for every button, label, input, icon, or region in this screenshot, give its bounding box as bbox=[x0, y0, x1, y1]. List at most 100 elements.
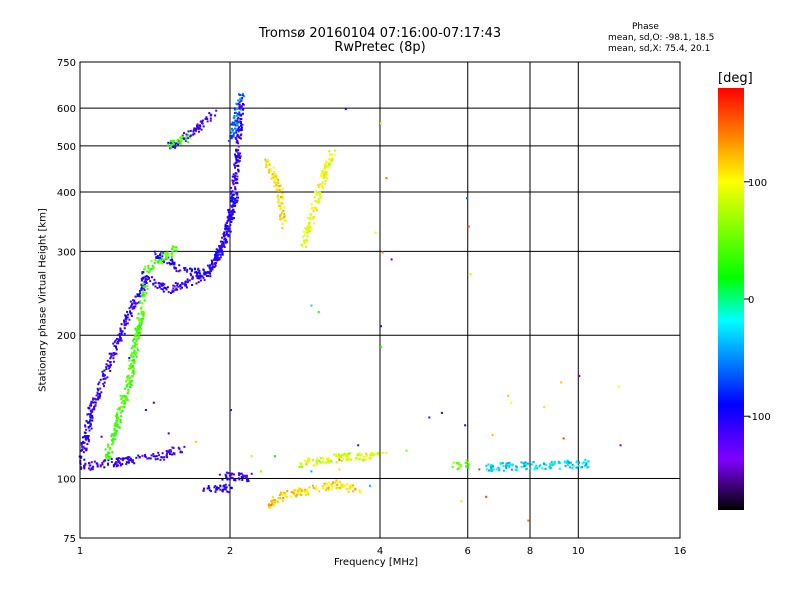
echo-point bbox=[371, 454, 374, 457]
echo-point bbox=[121, 410, 124, 412]
echo-point bbox=[206, 264, 209, 267]
echo-point bbox=[232, 183, 235, 186]
echo-point bbox=[314, 485, 317, 488]
echo-point bbox=[109, 357, 112, 360]
echo-point bbox=[96, 391, 99, 394]
echo-point bbox=[185, 286, 188, 289]
echo-point bbox=[112, 465, 115, 468]
echo-point bbox=[266, 160, 269, 163]
scatter-point bbox=[250, 455, 253, 458]
echo-point bbox=[272, 170, 275, 173]
echo-point bbox=[109, 365, 111, 368]
echo-point bbox=[354, 488, 357, 491]
echo-point bbox=[222, 243, 225, 246]
echo-point bbox=[232, 123, 235, 126]
echo-point bbox=[132, 361, 135, 364]
echo-point bbox=[238, 154, 241, 157]
echo-point bbox=[241, 97, 244, 100]
echo-point bbox=[234, 186, 237, 189]
echo-point bbox=[171, 453, 174, 456]
echo-point bbox=[199, 125, 202, 128]
echo-point bbox=[336, 483, 339, 486]
echo-point bbox=[282, 209, 285, 212]
echo-point bbox=[369, 457, 372, 460]
echo-point bbox=[313, 464, 316, 467]
echo-point bbox=[226, 225, 229, 227]
echo-point bbox=[318, 459, 321, 462]
echo-point bbox=[146, 288, 149, 290]
echo-point bbox=[274, 178, 277, 181]
echo-point bbox=[172, 143, 175, 145]
axis-ticks: 1 2 4 6 8 10 16 75 100 200 300 400 500 600 750 bbox=[57, 58, 686, 557]
echo-point bbox=[457, 467, 460, 470]
echo-point bbox=[103, 374, 106, 377]
echo-point bbox=[530, 463, 533, 466]
echo-point bbox=[88, 462, 90, 464]
echo-point bbox=[323, 163, 326, 166]
echo-point bbox=[113, 353, 116, 356]
echo-point bbox=[120, 401, 123, 404]
echo-point bbox=[321, 182, 324, 185]
scatter-point bbox=[478, 468, 481, 471]
echo-point bbox=[127, 458, 130, 461]
echo-point bbox=[229, 135, 232, 138]
echo-point bbox=[179, 450, 182, 453]
echo-point bbox=[234, 137, 237, 140]
echo-point bbox=[557, 462, 560, 465]
echo-point bbox=[174, 266, 177, 269]
echo-point bbox=[304, 493, 307, 496]
echo-point bbox=[152, 453, 155, 455]
echo-point bbox=[230, 476, 233, 479]
echo-point bbox=[548, 466, 551, 469]
echo-point bbox=[231, 472, 234, 475]
echo-point bbox=[300, 491, 302, 493]
echo-point bbox=[171, 258, 173, 261]
echo-point bbox=[115, 352, 118, 355]
scatter-point bbox=[344, 108, 347, 111]
echo-point bbox=[223, 232, 226, 235]
echo-point bbox=[123, 319, 125, 322]
echo-point bbox=[241, 479, 244, 481]
echo-point bbox=[231, 175, 234, 178]
echo-point bbox=[281, 188, 284, 191]
echo-point bbox=[327, 486, 330, 489]
echo-point bbox=[189, 129, 192, 132]
echo-point bbox=[281, 226, 284, 229]
echo-point bbox=[506, 462, 509, 465]
echo-point bbox=[568, 462, 571, 465]
y-tick-label: 300 bbox=[57, 247, 76, 258]
echo-point bbox=[166, 257, 169, 260]
echo-point bbox=[330, 488, 333, 491]
echo-point bbox=[114, 423, 117, 426]
echo-point bbox=[282, 216, 285, 219]
echo-point bbox=[304, 238, 307, 241]
echo-point bbox=[229, 218, 232, 221]
echo-point bbox=[126, 322, 129, 325]
echo-point bbox=[229, 204, 232, 207]
echo-point bbox=[143, 280, 146, 283]
echo-point bbox=[331, 157, 334, 160]
echo-point bbox=[165, 454, 168, 457]
echo-point bbox=[368, 454, 371, 457]
echo-point bbox=[157, 260, 160, 263]
echo-point bbox=[110, 439, 113, 442]
echo-point bbox=[167, 291, 170, 293]
echo-point bbox=[172, 141, 174, 144]
echo-point bbox=[585, 463, 588, 466]
echo-point bbox=[129, 381, 132, 384]
echo-point bbox=[136, 326, 139, 328]
echo-point bbox=[130, 364, 133, 367]
echo-point bbox=[214, 254, 217, 257]
echo-point bbox=[179, 283, 182, 286]
echo-point bbox=[315, 206, 318, 209]
echo-point bbox=[137, 335, 140, 338]
echo-point bbox=[127, 388, 130, 391]
echo-point bbox=[142, 293, 144, 296]
echo-point bbox=[551, 463, 554, 466]
echo-point bbox=[340, 483, 343, 485]
echo-point bbox=[158, 282, 160, 285]
echo-point bbox=[324, 175, 327, 178]
echo-point bbox=[324, 180, 327, 183]
echo-point bbox=[85, 428, 88, 431]
echo-point bbox=[275, 184, 278, 187]
